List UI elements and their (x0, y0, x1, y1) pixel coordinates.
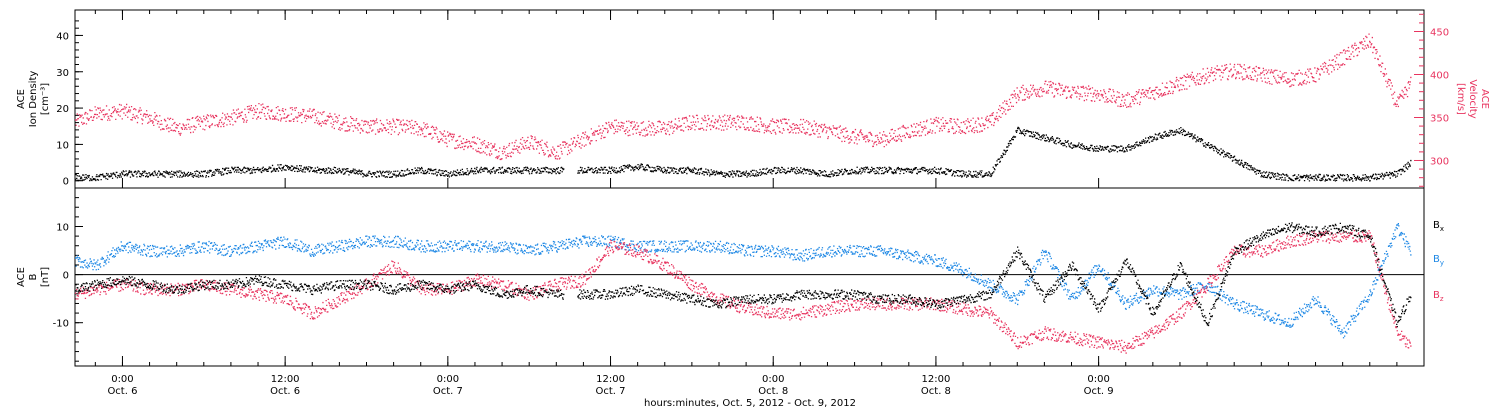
series-Bx-points (75, 222, 1412, 328)
density-tick-label: 0 (63, 177, 69, 188)
date-tick-label: Oct. 8 (758, 386, 788, 397)
density-tick-label: 10 (56, 140, 69, 151)
density-axis-label-line1: ACE (16, 89, 27, 109)
time-tick-label: 0:00 (1087, 374, 1109, 385)
b-axis-label-line3: [nT] (40, 267, 51, 287)
date-tick-label: Oct. 6 (270, 386, 300, 397)
time-tick-label: 12:00 (271, 374, 300, 385)
date-tick-label: Oct. 7 (433, 386, 463, 397)
series-By-points (75, 223, 1412, 339)
legend-by: By (1433, 254, 1444, 267)
series-black-points (75, 126, 1412, 182)
time-tick-label: 12:00 (596, 374, 625, 385)
time-tick-label: 0:00 (762, 374, 784, 385)
b-tick-label: 10 (56, 222, 69, 233)
plasma-data (75, 33, 1412, 182)
field-data (75, 222, 1412, 354)
density-tick-label: 40 (56, 31, 69, 42)
velocity-tick-label: 350 (1430, 113, 1449, 124)
date-tick-label: Oct. 7 (596, 386, 626, 397)
velocity-tick-label: 400 (1430, 70, 1449, 81)
field-legend: Bx By Bz (1433, 220, 1444, 303)
b-axis-label-line2: B (28, 273, 39, 280)
velocity-tick-label: 300 (1430, 156, 1449, 167)
time-axis-title: hours:minutes, Oct. 5, 2012 - Oct. 9, 20… (644, 398, 856, 409)
velocity-tick-label: 450 (1430, 27, 1449, 38)
series-pink-points (75, 33, 1412, 161)
b-axis-label-line1: ACE (16, 267, 27, 287)
velocity-axis-label-line3: [km/s] (1455, 83, 1466, 115)
time-tick-label: 0:00 (437, 374, 459, 385)
density-tick-label: 30 (56, 68, 69, 79)
density-axis-ticks: 0 10 20 30 40 (56, 20, 83, 188)
legend-bx: Bx (1433, 220, 1444, 233)
density-axis-label-line3: [cm⁻³] (40, 83, 51, 115)
date-tick-label: Oct. 8 (921, 386, 951, 397)
velocity-axis-label-line2: Velocity (1467, 79, 1478, 118)
date-tick-label: Oct. 6 (107, 386, 137, 397)
time-tick-label: 0:00 (111, 374, 133, 385)
legend-bz: Bz (1433, 290, 1444, 303)
plasma-panel-frame (74, 9, 1425, 189)
field-panel-frame (74, 187, 1425, 367)
density-axis-label-line2: Ion Density (28, 71, 39, 128)
velocity-axis-label-line1: ACE (1479, 89, 1490, 109)
density-tick-label: 20 (56, 104, 69, 115)
time-tick-label: 12:00 (922, 374, 951, 385)
velocity-axis-ticks: 300 350 400 450 (1414, 13, 1449, 187)
b-axis-ticks: 10 0 -10 (53, 197, 83, 362)
b-tick-label: -10 (53, 319, 69, 330)
b-tick-label: 0 (63, 271, 69, 282)
date-tick-label: Oct. 9 (1084, 386, 1114, 397)
